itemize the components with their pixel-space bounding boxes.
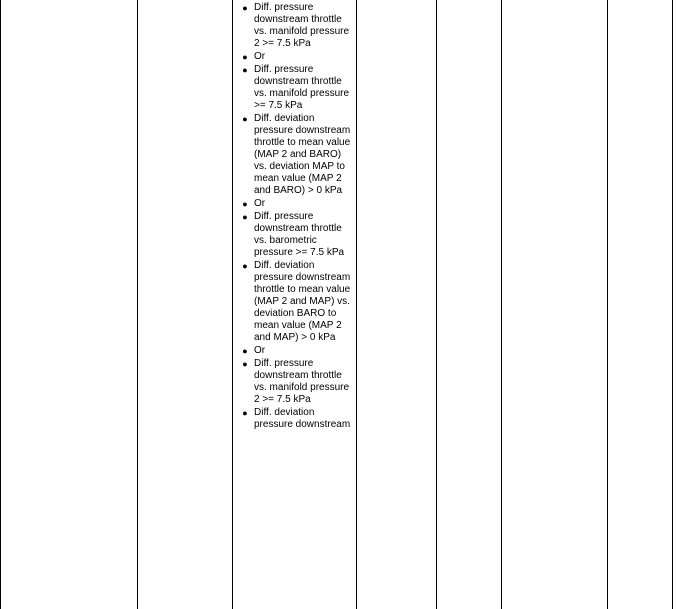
bullet-item: ● Or: [236, 51, 353, 63]
bullet-marker: ●: [236, 211, 254, 223]
bullet-text: Diff. pressure downstream throttle vs. m…: [254, 358, 353, 406]
bullet-item: ● Diff. deviation pressure downstream th…: [236, 113, 353, 197]
bullet-item: ● Diff. deviation pressure downstream: [236, 407, 353, 431]
table-col-3-content: ● Diff. pressure downstream throttle vs.…: [233, 0, 357, 609]
bullet-list: ● Diff. pressure downstream throttle vs.…: [233, 0, 356, 434]
bullet-marker: ●: [236, 2, 254, 14]
bullet-text: Diff. deviation pressure downstream thro…: [254, 113, 353, 197]
table-col-1: [0, 0, 138, 609]
bullet-text: Diff. deviation pressure downstream: [254, 407, 353, 431]
bullet-text: Or: [254, 345, 353, 357]
bullet-item: ● Diff. pressure downstream throttle vs.…: [236, 64, 353, 112]
diagnostic-table: ● Diff. pressure downstream throttle vs.…: [0, 0, 677, 609]
bullet-item: ● Or: [236, 198, 353, 210]
bullet-marker: ●: [236, 358, 254, 370]
bullet-marker: ●: [236, 51, 254, 63]
bullet-text: Diff. pressure downstream throttle vs. m…: [254, 2, 353, 50]
bullet-text: Diff. pressure downstream throttle vs. m…: [254, 64, 353, 112]
bullet-marker: ●: [236, 260, 254, 272]
table-col-6: [502, 0, 608, 609]
bullet-item: ● Diff. pressure downstream throttle vs.…: [236, 358, 353, 406]
bullet-marker: ●: [236, 64, 254, 76]
bullet-item: ● Diff. pressure downstream throttle vs.…: [236, 2, 353, 50]
bullet-marker: ●: [236, 345, 254, 357]
bullet-text: Diff. pressure downstream throttle vs. b…: [254, 211, 353, 259]
bullet-item: ● Diff. deviation pressure downstream th…: [236, 260, 353, 344]
bullet-text: Diff. deviation pressure downstream thro…: [254, 260, 353, 344]
table-col-4: [357, 0, 437, 609]
table-col-2: [138, 0, 233, 609]
table-col-5: [437, 0, 502, 609]
bullet-marker: ●: [236, 113, 254, 125]
bullet-item: ● Diff. pressure downstream throttle vs.…: [236, 211, 353, 259]
bullet-item: ● Or: [236, 345, 353, 357]
bullet-text: Or: [254, 198, 353, 210]
bullet-text: Or: [254, 51, 353, 63]
table-col-7: [608, 0, 673, 609]
bullet-marker: ●: [236, 407, 254, 419]
bullet-marker: ●: [236, 198, 254, 210]
